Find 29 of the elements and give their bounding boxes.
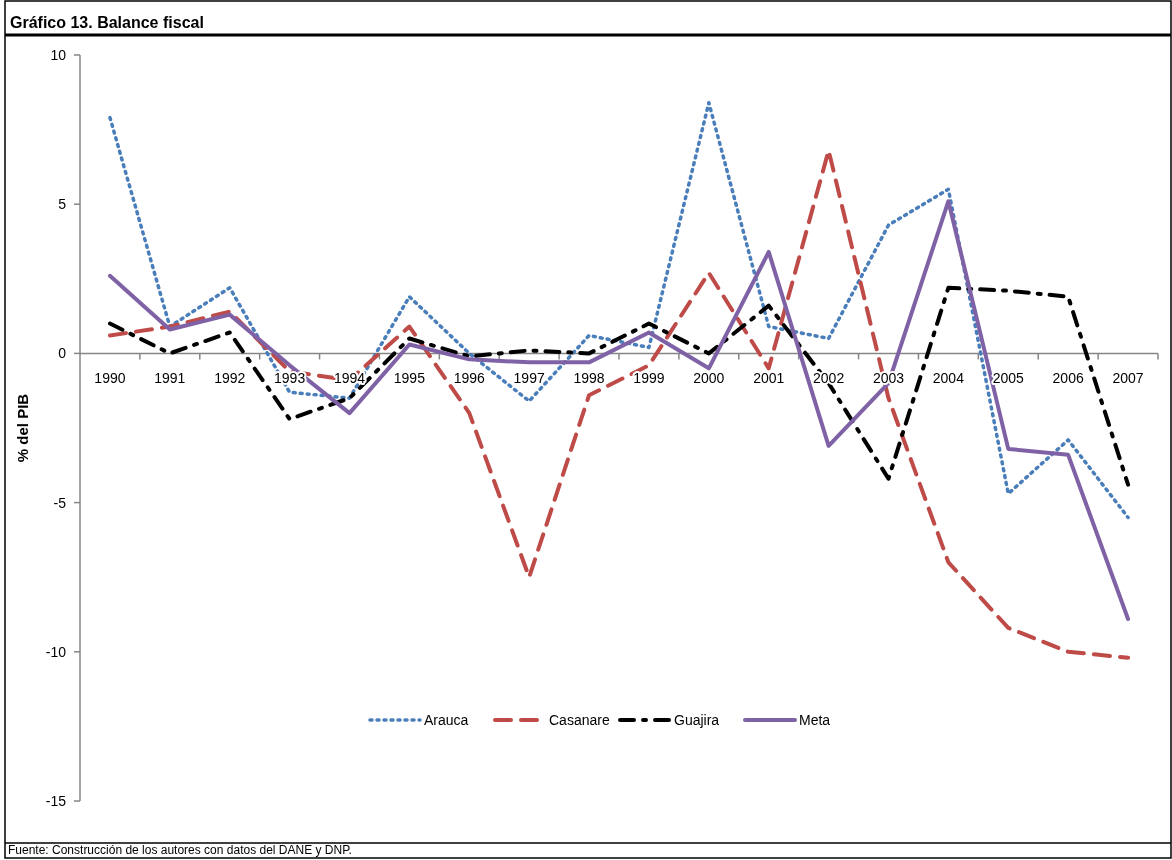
legend-label: Meta <box>799 711 831 728</box>
x-tick-label: 1990 <box>94 370 126 387</box>
source-note: Fuente: Construcción de los autores con datos del DANE y DNP. <box>8 843 352 857</box>
legend-label: Arauca <box>424 711 469 728</box>
y-axis-title: % del PIB <box>14 393 31 463</box>
x-tick-label: 1995 <box>393 370 426 387</box>
x-tick-label: 1997 <box>513 370 545 387</box>
y-tick-label: -10 <box>45 643 67 660</box>
x-tick-label: 2001 <box>753 370 785 387</box>
x-tick-label: 2005 <box>992 370 1025 387</box>
x-tick-label: 2007 <box>1112 370 1144 387</box>
x-tick-label: 1991 <box>154 370 186 387</box>
y-tick-label: 0 <box>58 345 67 362</box>
x-tick-label: 1996 <box>453 370 486 387</box>
legend-label: Guajira <box>674 711 720 728</box>
y-tick-label: -5 <box>53 494 67 511</box>
x-tick-label: 2000 <box>693 370 725 387</box>
x-tick-label: 1999 <box>633 370 665 387</box>
x-tick-label: 1998 <box>573 370 605 387</box>
y-tick-label: 10 <box>50 46 67 63</box>
x-tick-label: 1992 <box>214 370 246 387</box>
chart-title: Gráfico 13. Balance fiscal <box>10 14 204 31</box>
y-tick-label: -15 <box>45 792 67 809</box>
x-tick-label: 1993 <box>274 370 306 387</box>
y-tick-label: 5 <box>58 196 67 213</box>
x-tick-label: 2006 <box>1052 370 1084 387</box>
x-tick-label: 2004 <box>932 370 965 387</box>
legend-label: Casanare <box>549 711 610 728</box>
x-tick-label: 2002 <box>813 370 845 387</box>
